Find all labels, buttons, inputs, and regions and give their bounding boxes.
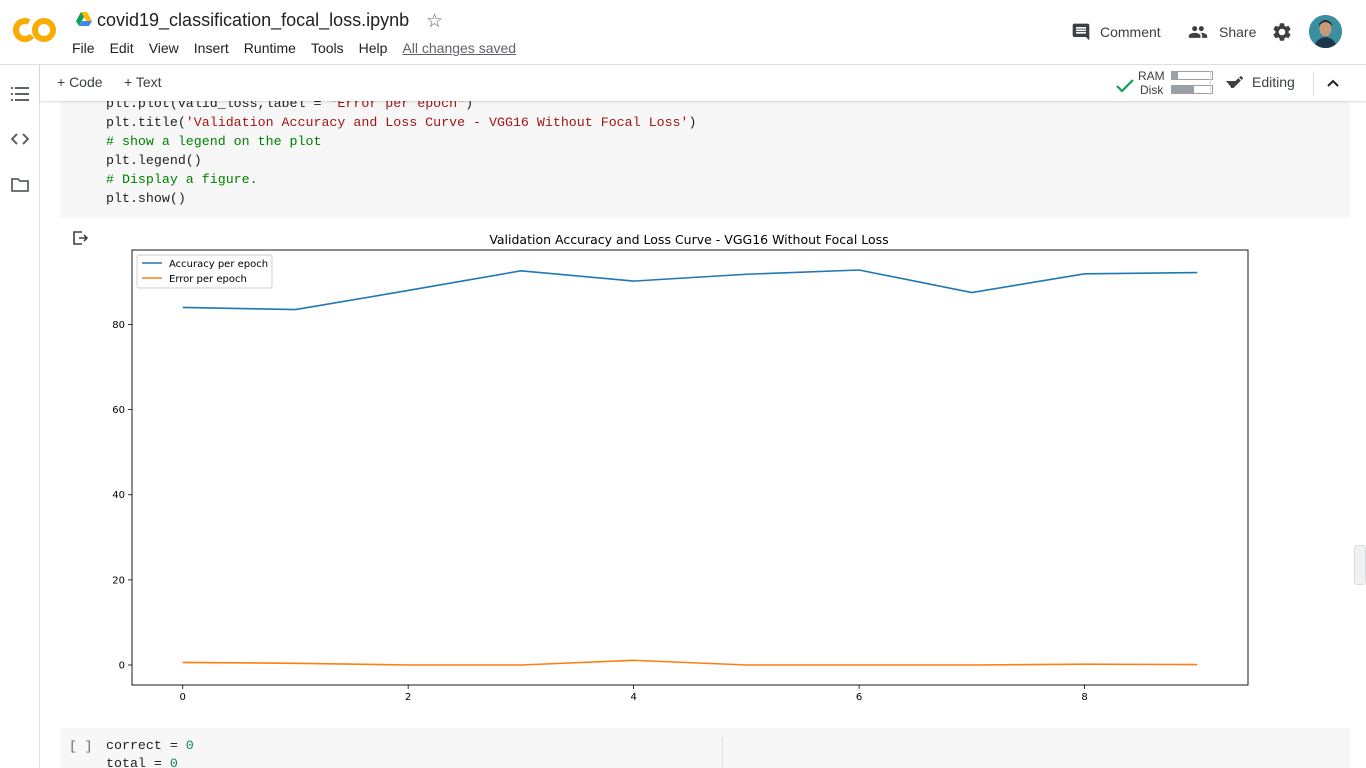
table-of-contents-icon[interactable] [11,87,29,101]
y-axis: 0 20 40 60 80 [112,320,132,671]
code-cell[interactable]: plt.plot(valid_loss,label = "Error per e… [60,96,1350,218]
menu-insert[interactable]: Insert [193,40,229,56]
legend: Accuracy per epoch Error per epoch [136,254,273,289]
y-tick-label: 20 [112,575,125,586]
comment-button[interactable]: Comment [1071,22,1161,42]
x-tick-label: 2 [405,692,411,703]
legend-label-error: Error per epoch [169,274,247,285]
save-status-link[interactable]: All changes saved [402,40,517,56]
gear-icon[interactable] [1271,21,1293,43]
add-text-button[interactable]: + Text [124,74,162,90]
toolbar-divider [1210,71,1211,95]
line-chart: Validation Accuracy and Loss Curve - VGG… [112,232,1249,703]
menu-runtime[interactable]: Runtime [243,40,296,56]
series-lines [182,269,1198,666]
menu-help[interactable]: Help [358,40,388,56]
toolbar-divider [1313,71,1314,95]
y-tick-label: 0 [119,660,125,671]
google-drive-icon [76,12,92,26]
x-tick-label: 8 [1081,692,1087,703]
accuracy-line [182,269,1198,311]
code-line: correct = 0 [106,738,194,753]
ram-label: RAM [1138,69,1165,83]
share-label: Share [1219,24,1257,40]
chevron-up-icon[interactable] [1326,74,1340,92]
menu-bar: File Edit View Insert Runtime Tools Help… [72,40,531,56]
user-avatar[interactable] [1309,15,1342,48]
people-icon [1188,26,1208,38]
x-axis: 0 2 4 6 8 [180,685,1088,703]
y-tick-label: 60 [112,405,125,416]
left-sidebar [0,65,40,768]
colab-logo[interactable] [13,14,57,46]
code-comment: # show a legend on the plot [106,134,322,149]
code-cell[interactable]: [ ] correct = 0 total = 0 [60,728,1350,768]
plot-area [131,249,1249,686]
run-cell-button[interactable]: [ ] [69,739,93,754]
menu-view[interactable]: View [148,40,179,56]
cell-divider [722,737,723,768]
code-line: plt.show() [106,191,186,206]
code-comment: # Display a figure. [106,172,258,187]
menu-tools[interactable]: Tools [310,40,344,56]
star-icon[interactable]: ☆ [426,11,444,32]
code-line: plt.legend() [106,153,202,168]
code-snippets-icon[interactable] [11,133,29,145]
check-icon [1116,79,1134,93]
notebook-toolbar: + Code + Text RAM Disk Editing [40,65,1366,101]
x-tick-label: 0 [180,692,186,703]
code-line: plt.title('Validation Accuracy and Loss … [106,115,697,130]
error-line [182,659,1198,666]
folder-icon[interactable] [11,178,29,192]
editing-label: Editing [1252,74,1295,90]
y-tick-label: 80 [112,320,125,331]
add-code-button[interactable]: + Code [57,74,103,90]
share-button[interactable]: Share [1187,22,1256,42]
pencil-icon [1231,75,1244,88]
menu-file[interactable]: File [72,40,95,56]
ram-bar [1171,71,1213,80]
y-tick-label: 40 [112,490,125,501]
comment-label: Comment [1100,24,1161,40]
app-header: covid19_classification_focal_loss.ipynb … [0,0,1366,65]
x-tick-label: 6 [856,692,862,703]
notebook-title[interactable]: covid19_classification_focal_loss.ipynb [97,10,410,30]
clear-output-icon[interactable] [73,231,89,245]
comment-icon [1072,23,1090,41]
editing-mode-button[interactable]: Editing [1229,74,1295,90]
x-tick-label: 4 [630,692,636,703]
disk-bar [1171,85,1213,94]
chart-title: Validation Accuracy and Loss Curve - VGG… [489,232,888,247]
scrollbar-thumb[interactable] [1354,545,1366,585]
legend-label-accuracy: Accuracy per epoch [169,259,268,270]
disk-label: Disk [1140,83,1164,97]
code-line: total = 0 [106,756,178,768]
menu-edit[interactable]: Edit [109,40,134,56]
chevron-down-icon[interactable] [1226,81,1236,87]
